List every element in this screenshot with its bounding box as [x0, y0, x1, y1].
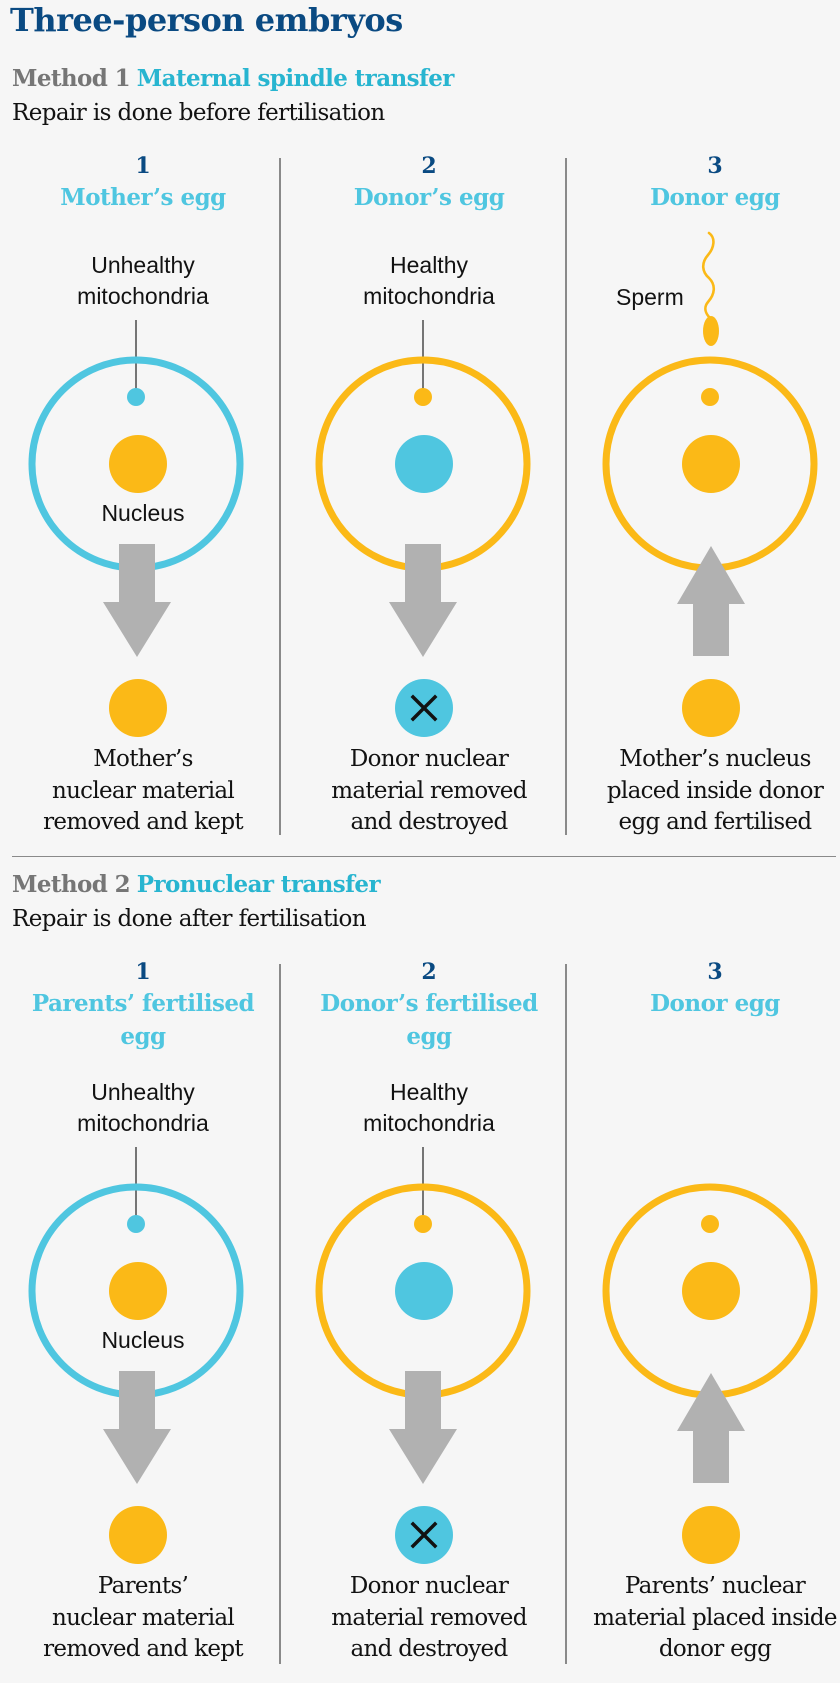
egg-diagram [602, 231, 818, 737]
step-caption: Mother’s nucleus placed inside donor egg… [606, 746, 824, 835]
step-title: Donor egg [650, 184, 780, 211]
pronucleus [682, 1262, 740, 1320]
arrow-up-icon [677, 1373, 745, 1483]
egg-diagram [28, 320, 244, 737]
unhealthy-mitochondria [127, 1215, 145, 1233]
arrow-down-icon [103, 544, 171, 657]
section-divider [12, 856, 836, 857]
step-title: Donor’s egg [353, 184, 505, 211]
mitochondria-label: Healthy mitochondria [363, 252, 495, 309]
method-1-name: Maternal spindle transfer [136, 65, 455, 92]
page-title: Three-person embryos [10, 1, 403, 39]
mitochondria-label: Unhealthy mitochondria [77, 252, 209, 309]
step-title: Donor egg [650, 990, 780, 1017]
method-1-label: Method 1 [12, 65, 131, 92]
healthy-mitochondria [414, 388, 432, 406]
step-caption: Parents’ nuclear material removed and ke… [43, 1573, 243, 1662]
method-2-subtitle: Repair is done after fertilisation [12, 906, 367, 932]
cross-icon [410, 694, 438, 722]
nucleus-label: Nucleus [101, 500, 185, 526]
step-caption: Donor nuclear material removed and destr… [331, 746, 527, 835]
nucleus [682, 435, 740, 493]
nucleus [109, 435, 167, 493]
method-1-subtitle: Repair is done before fertilisation [12, 100, 385, 126]
step-caption: Mother’s nuclear material removed and ke… [43, 746, 243, 835]
mitochondria-label: Healthy mitochondria [363, 1079, 495, 1136]
pronucleus [109, 1262, 167, 1320]
mitochondria [701, 1215, 719, 1233]
pronucleus [395, 1262, 453, 1320]
step-title: Donor’s fertilised egg [320, 990, 538, 1050]
column-divider [565, 964, 567, 1664]
nucleus [395, 435, 453, 493]
sperm-icon [703, 316, 719, 346]
method-2-name: Pronuclear transfer [136, 871, 381, 898]
egg-diagram [315, 320, 531, 737]
step-number: 2 [421, 959, 437, 985]
step-number: 2 [421, 153, 437, 179]
arrow-down-icon [389, 544, 457, 657]
step-caption: Donor nuclear material removed and destr… [331, 1573, 527, 1662]
column-divider [279, 964, 281, 1664]
removed-nucleus [109, 1506, 167, 1564]
step-number: 3 [707, 959, 723, 985]
healthy-mitochondria [414, 1215, 432, 1233]
nucleus-label: Nucleus [101, 1327, 185, 1353]
arrow-down-icon [389, 1371, 457, 1484]
sperm-tail [701, 231, 716, 320]
egg-diagram [315, 1147, 531, 1564]
cross-icon [410, 1521, 438, 1549]
arrow-up-icon [677, 546, 745, 656]
step-number: 3 [707, 153, 723, 179]
unhealthy-mitochondria [127, 388, 145, 406]
step-number: 1 [135, 959, 151, 985]
step-number: 1 [135, 153, 151, 179]
egg-diagram [602, 1183, 818, 1564]
arrow-down-icon [103, 1371, 171, 1484]
parents-nucleus [682, 1506, 740, 1564]
mitochondria [701, 388, 719, 406]
removed-nucleus [109, 679, 167, 737]
column-divider [565, 158, 567, 835]
step-title: Parents’ fertilised egg [31, 990, 255, 1050]
sperm-label: Sperm [616, 284, 684, 310]
method-1-heading: Method 1 Maternal spindle transfer [12, 64, 454, 94]
mothers-nucleus [682, 679, 740, 737]
mitochondria-label: Unhealthy mitochondria [77, 1079, 209, 1136]
method-2-heading: Method 2 Pronuclear transfer [12, 870, 381, 900]
method-2-label: Method 2 [12, 871, 131, 898]
column-divider [279, 158, 281, 835]
egg-diagram [28, 1147, 244, 1564]
step-caption: Parents’ nuclear material placed inside … [593, 1573, 837, 1662]
step-title: Mother’s egg [60, 184, 226, 211]
